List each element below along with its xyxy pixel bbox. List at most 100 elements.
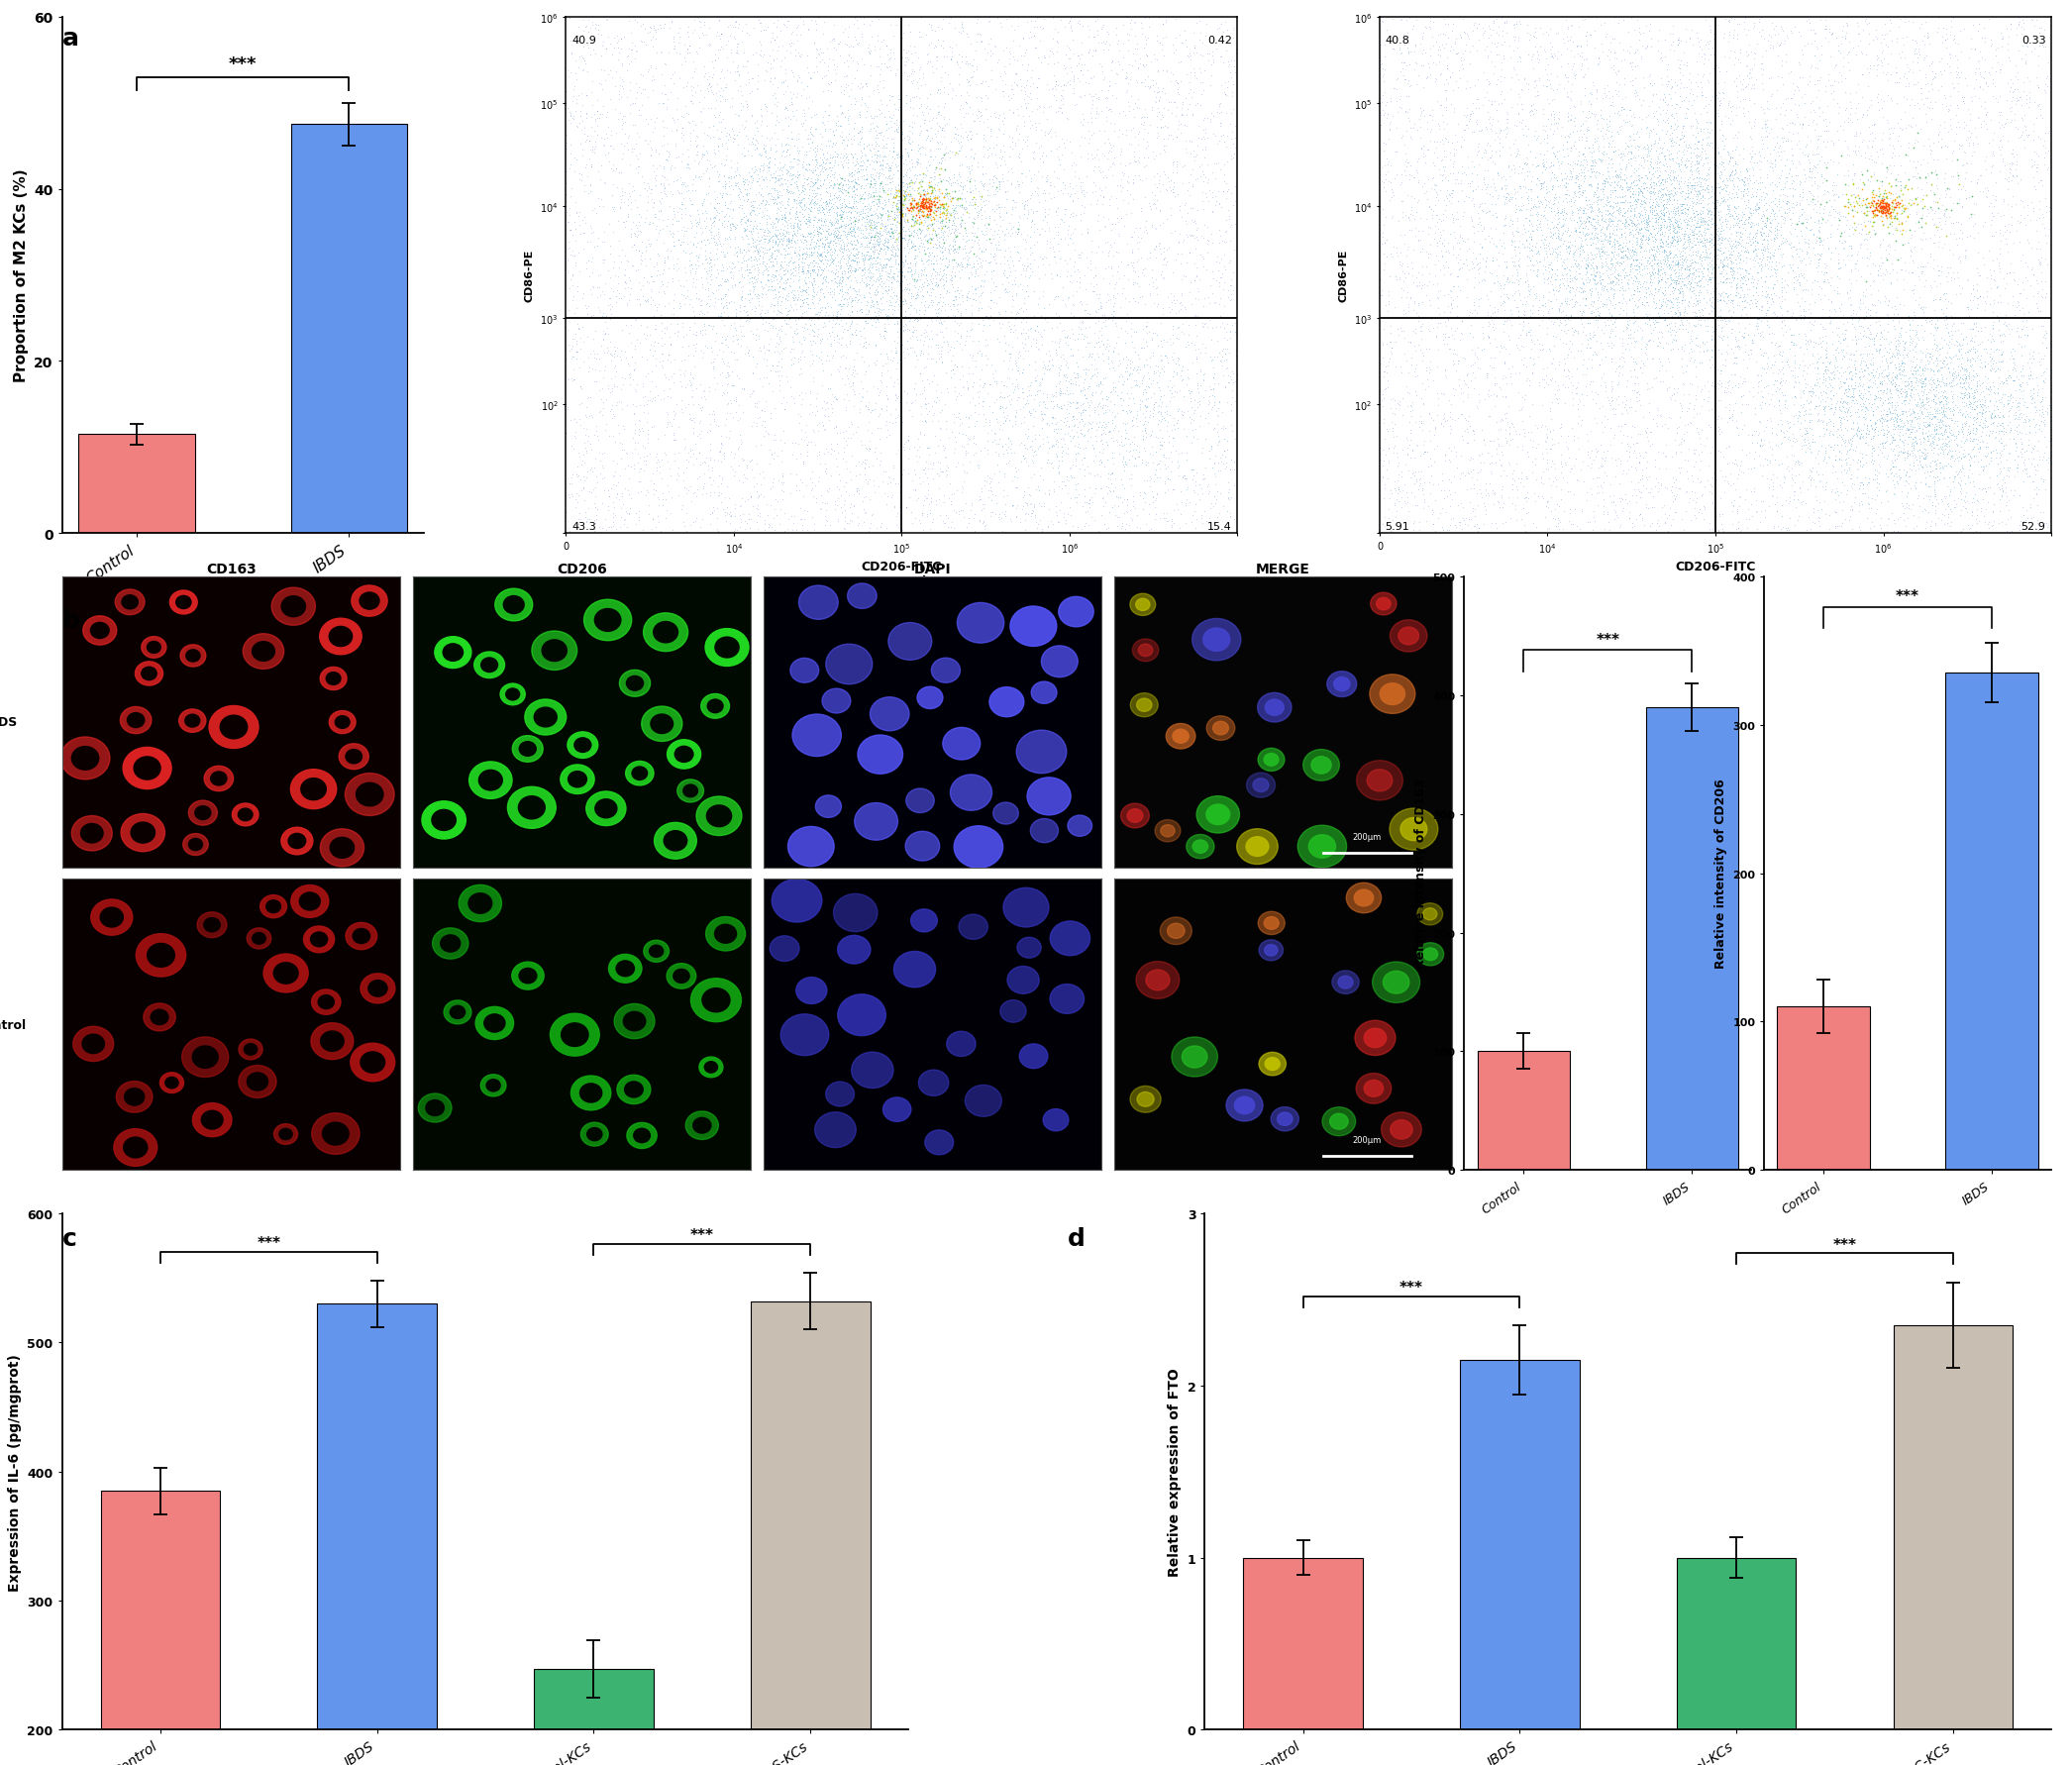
Point — [617, 357, 651, 385]
Point — [698, 178, 731, 207]
Point — [1633, 178, 1666, 207]
Point — [876, 235, 910, 263]
Point — [1685, 26, 1718, 55]
Point — [1017, 316, 1051, 344]
Point — [1486, 477, 1519, 505]
Point — [889, 152, 922, 180]
Point — [1421, 353, 1455, 381]
Point — [1415, 106, 1448, 134]
Point — [1071, 219, 1104, 247]
Point — [694, 125, 727, 154]
Point — [1906, 311, 1939, 339]
Point — [1759, 247, 1792, 275]
Point — [874, 252, 908, 281]
Point — [1705, 510, 1738, 538]
Point — [831, 237, 864, 265]
Point — [723, 192, 756, 221]
Point — [1569, 362, 1602, 390]
Point — [905, 173, 939, 201]
Point — [1086, 413, 1119, 441]
Point — [576, 9, 609, 37]
Point — [926, 34, 959, 62]
Point — [1372, 464, 1405, 492]
Point — [748, 316, 781, 344]
Point — [1525, 469, 1558, 498]
Point — [827, 185, 860, 214]
Point — [868, 214, 901, 242]
Point — [686, 339, 719, 367]
Point — [986, 477, 1019, 505]
Point — [806, 215, 839, 244]
Point — [736, 233, 769, 261]
Point — [1666, 115, 1699, 143]
Point — [740, 295, 773, 323]
Point — [622, 429, 655, 457]
Point — [1127, 422, 1160, 450]
Point — [1925, 62, 1958, 90]
Point — [1154, 417, 1187, 445]
Point — [1032, 439, 1065, 468]
Point — [1502, 7, 1535, 35]
Point — [1647, 187, 1680, 215]
Point — [1645, 319, 1678, 348]
Point — [1672, 252, 1705, 281]
Point — [655, 155, 688, 184]
Point — [1859, 418, 1892, 447]
Point — [1635, 252, 1668, 281]
Point — [1156, 321, 1189, 349]
Point — [1919, 477, 1952, 505]
Point — [698, 265, 731, 293]
Point — [941, 251, 974, 279]
Point — [1888, 429, 1921, 457]
Point — [1082, 233, 1115, 261]
Point — [1786, 436, 1819, 464]
Point — [1801, 355, 1834, 383]
Point — [1546, 289, 1579, 318]
Point — [837, 214, 870, 242]
Point — [1888, 507, 1921, 535]
Point — [1722, 508, 1755, 537]
Circle shape — [854, 803, 897, 840]
Point — [765, 205, 798, 233]
Point — [1919, 475, 1952, 503]
Point — [1944, 131, 1977, 159]
Point — [1660, 268, 1693, 297]
Point — [961, 487, 995, 515]
Point — [837, 258, 870, 286]
Point — [1933, 447, 1966, 475]
Point — [1214, 101, 1247, 129]
Point — [1660, 72, 1693, 101]
Point — [1569, 215, 1602, 244]
Point — [1716, 125, 1749, 154]
Point — [1875, 307, 1908, 335]
Point — [1730, 166, 1763, 194]
Point — [1707, 187, 1740, 215]
Point — [675, 272, 709, 300]
Point — [1921, 379, 1954, 408]
Point — [903, 166, 937, 194]
Point — [1591, 228, 1624, 256]
Point — [1102, 348, 1135, 376]
Point — [1434, 390, 1467, 418]
Point — [806, 65, 839, 94]
Point — [1042, 72, 1075, 101]
Point — [1181, 372, 1214, 401]
Point — [1641, 507, 1674, 535]
Point — [1900, 438, 1933, 466]
Point — [1757, 482, 1790, 510]
Point — [1583, 222, 1616, 251]
Point — [1912, 392, 1946, 420]
Point — [1082, 447, 1115, 475]
Point — [814, 69, 847, 97]
Point — [653, 341, 686, 369]
Point — [1964, 111, 1997, 139]
Point — [881, 355, 914, 383]
Point — [852, 417, 885, 445]
Point — [789, 443, 823, 471]
Point — [916, 265, 949, 293]
Point — [821, 194, 854, 222]
Point — [1206, 353, 1239, 381]
Point — [1695, 256, 1728, 284]
Point — [1133, 462, 1167, 491]
Point — [1463, 191, 1496, 219]
